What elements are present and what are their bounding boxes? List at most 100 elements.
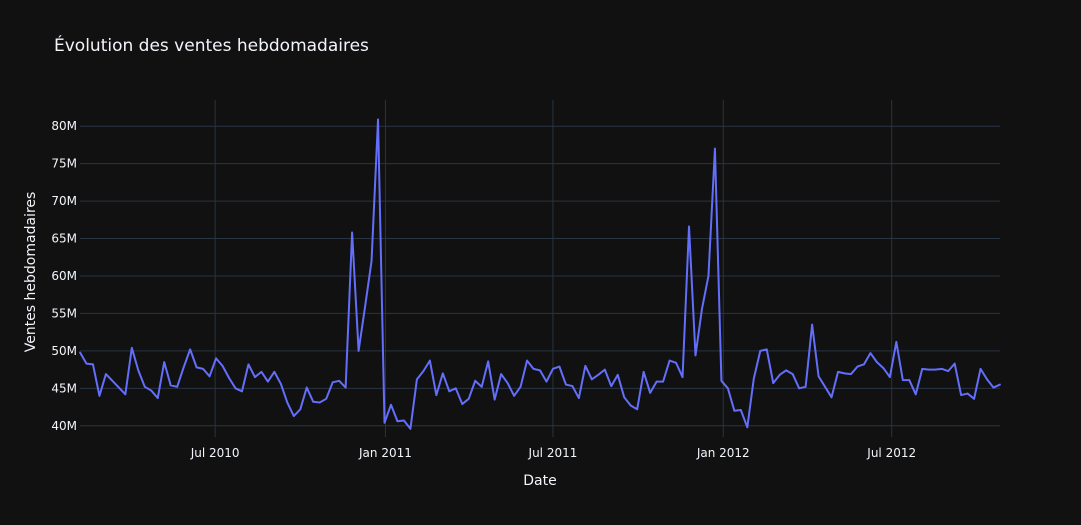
data-point xyxy=(435,394,438,396)
data-point xyxy=(778,373,781,376)
data-point xyxy=(92,363,94,366)
x-axis-title: Date xyxy=(523,473,556,489)
data-point xyxy=(532,367,535,370)
data-point xyxy=(312,400,315,403)
data-point xyxy=(467,397,470,400)
data-point xyxy=(85,362,88,365)
data-point xyxy=(876,361,878,364)
data-point xyxy=(688,225,690,228)
data-point xyxy=(986,378,988,381)
data-point xyxy=(331,381,334,384)
data-point xyxy=(571,385,574,387)
data-point xyxy=(364,305,366,308)
data-point xyxy=(117,386,120,389)
data-point xyxy=(752,377,755,380)
data-point xyxy=(487,360,490,363)
data-point xyxy=(552,367,554,370)
data-point xyxy=(901,379,904,381)
data-point xyxy=(338,379,341,382)
data-point xyxy=(636,408,639,411)
data-point xyxy=(694,354,697,357)
data-point xyxy=(195,366,198,369)
data-point xyxy=(357,349,360,352)
x-tick-label: Jul 2012 xyxy=(866,446,916,460)
data-point xyxy=(830,396,833,399)
data-point xyxy=(474,379,477,382)
data-point xyxy=(545,380,548,383)
data-point xyxy=(850,373,852,375)
y-tick-label: 45M xyxy=(51,381,77,395)
data-point xyxy=(428,359,431,362)
data-point xyxy=(914,393,917,396)
data-point xyxy=(416,378,418,381)
data-point xyxy=(655,380,658,383)
data-point xyxy=(318,401,321,404)
data-point xyxy=(143,385,146,388)
data-point xyxy=(714,147,716,150)
data-point xyxy=(973,397,975,400)
data-point xyxy=(124,393,127,396)
data-point xyxy=(577,397,580,399)
data-point xyxy=(739,409,742,411)
data-point xyxy=(927,368,930,371)
data-point xyxy=(513,394,515,397)
y-axis-ticks: 40M 45M 50M 55M 60M 65M 70M 75M 80M xyxy=(51,119,77,433)
data-point xyxy=(610,385,613,387)
data-point xyxy=(824,385,826,388)
data-point xyxy=(325,397,328,400)
data-point xyxy=(953,362,956,365)
data-point xyxy=(649,391,652,394)
data-point xyxy=(396,420,399,423)
y-tick-label: 60M xyxy=(51,269,77,283)
data-point xyxy=(493,398,496,401)
data-point xyxy=(921,367,924,370)
data-point xyxy=(882,367,885,369)
data-point xyxy=(999,383,1001,386)
data-point xyxy=(292,415,295,417)
data-point xyxy=(960,394,963,396)
data-point xyxy=(558,365,561,368)
y-tick-label: 65M xyxy=(51,232,77,246)
data-point xyxy=(150,389,153,392)
data-point xyxy=(234,387,237,390)
data-point xyxy=(662,380,664,383)
data-point xyxy=(966,392,969,395)
data-point xyxy=(182,366,185,369)
data-point xyxy=(934,368,937,371)
gridlines xyxy=(80,100,1000,437)
data-point xyxy=(720,379,723,382)
y-tick-label: 80M xyxy=(51,119,77,133)
data-point xyxy=(746,426,749,429)
data-point xyxy=(733,409,736,412)
data-point xyxy=(526,359,528,362)
data-point xyxy=(863,363,865,366)
data-point xyxy=(992,386,995,389)
y-tick-label: 40M xyxy=(51,419,77,433)
data-point xyxy=(454,387,457,390)
data-point xyxy=(208,375,211,378)
data-point xyxy=(726,387,729,390)
data-point xyxy=(228,376,230,379)
data-point xyxy=(370,260,373,262)
data-point xyxy=(895,340,898,343)
data-point xyxy=(254,376,256,378)
data-point xyxy=(351,231,354,234)
data-point xyxy=(221,364,224,367)
data-point xyxy=(202,367,205,370)
y-tick-label: 75M xyxy=(51,157,77,171)
data-point xyxy=(299,408,302,411)
y-tick-label: 50M xyxy=(51,344,77,358)
data-point xyxy=(584,364,587,367)
x-tick-label: Jan 2012 xyxy=(696,446,750,460)
data-point xyxy=(642,370,645,373)
data-point xyxy=(843,372,846,375)
data-point xyxy=(260,370,263,373)
data-point xyxy=(837,370,839,373)
data-point xyxy=(215,357,217,360)
data-point xyxy=(759,349,762,352)
data-point xyxy=(441,372,444,375)
data-point xyxy=(772,382,775,384)
data-point xyxy=(98,394,101,397)
